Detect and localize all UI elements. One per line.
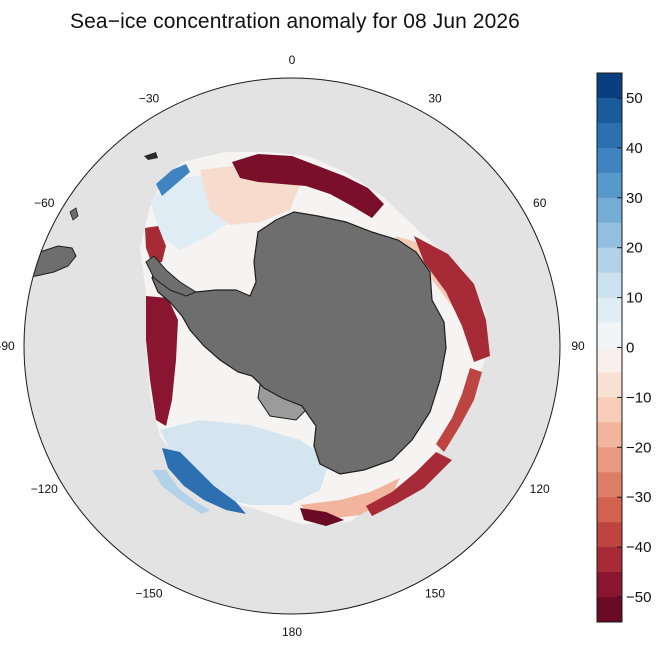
colorbar-bin xyxy=(597,522,622,548)
colorbar-tick-label: −30 xyxy=(626,489,651,506)
anomaly-negative-light xyxy=(300,478,400,520)
colorbar-tick-label: −20 xyxy=(626,439,651,456)
colorbar-bin xyxy=(597,172,622,199)
colorbar-tick-label: 20 xyxy=(626,240,643,257)
colorbar-bin xyxy=(597,372,622,398)
island-land xyxy=(144,152,158,160)
anomaly-positive-light xyxy=(152,470,210,514)
anomaly-positive-strong xyxy=(162,448,246,514)
anomaly-negative-strong xyxy=(146,296,178,426)
colorbar-bin xyxy=(597,147,622,174)
longitude-label: -90 xyxy=(0,339,15,353)
anomaly-negative-strong xyxy=(366,452,452,516)
longitude-label: 180 xyxy=(282,625,302,639)
longitude-label: −60 xyxy=(34,196,55,210)
colorbar-bin xyxy=(597,597,622,623)
colorbar-bin xyxy=(597,547,622,573)
map-title: Sea−ice concentration anomaly for 08 Jun… xyxy=(70,10,520,33)
anomaly-negative-strong xyxy=(414,236,490,362)
colorbar-tick-label: −40 xyxy=(626,539,651,556)
anomaly-positive-strong xyxy=(156,164,190,196)
colorbar-tick-label: 50 xyxy=(626,90,643,107)
colorbar-bin xyxy=(597,222,622,249)
anomaly-negative-strong xyxy=(232,154,384,218)
colorbar-bin xyxy=(597,397,622,423)
island-land xyxy=(69,207,79,221)
colorbar-bin xyxy=(597,447,622,473)
colorbar-bin xyxy=(597,572,622,598)
colorbar-tick-label: 30 xyxy=(626,190,643,207)
colorbar-bin xyxy=(597,97,622,124)
colorbar-bin xyxy=(597,247,622,274)
colorbar-tick-label: 40 xyxy=(626,140,643,157)
map-content xyxy=(24,152,490,526)
colorbar-tick-label: 0 xyxy=(626,340,634,357)
colorbar-bin xyxy=(597,297,622,323)
longitude-label: −120 xyxy=(31,482,58,496)
longitude-label: 30 xyxy=(428,91,442,105)
antarctic-peninsula xyxy=(145,255,198,297)
anomaly-negative-strong xyxy=(300,508,344,526)
colorbar-bin xyxy=(597,422,622,448)
map-border xyxy=(23,77,561,615)
colorbar-bin xyxy=(597,272,622,298)
colorbar-ticks: 50 40 30 20 10 0 −10 −20 −30 −40 −50 xyxy=(617,90,651,606)
colorbar-tick-label: 10 xyxy=(626,290,643,307)
colorbar-bin xyxy=(597,497,622,523)
longitude-label: 60 xyxy=(533,196,547,210)
anomaly-negative-strong xyxy=(436,368,482,452)
anomaly-negative-strong xyxy=(145,226,166,264)
colorbar xyxy=(596,72,623,623)
colorbar-tick-label: −10 xyxy=(626,389,651,406)
colorbar-bin xyxy=(597,122,622,149)
longitude-label: −30 xyxy=(139,91,160,105)
colorbar-bin xyxy=(597,472,622,498)
longitude-label: 120 xyxy=(530,482,550,496)
longitude-label: −150 xyxy=(135,587,162,601)
colorbar-bin xyxy=(597,197,622,224)
longitude-labels: 0 30 60 90 120 150 180 −150 −120 -90 −60 −30 xyxy=(0,53,585,639)
colorbar-bin xyxy=(597,73,622,99)
colorbar-tick-label: −50 xyxy=(626,589,651,606)
colorbar-bin xyxy=(597,322,622,348)
longitude-label: 90 xyxy=(571,339,585,353)
longitude-label: 0 xyxy=(289,53,296,67)
longitude-label: 150 xyxy=(425,587,445,601)
colorbar-bin xyxy=(597,347,622,373)
